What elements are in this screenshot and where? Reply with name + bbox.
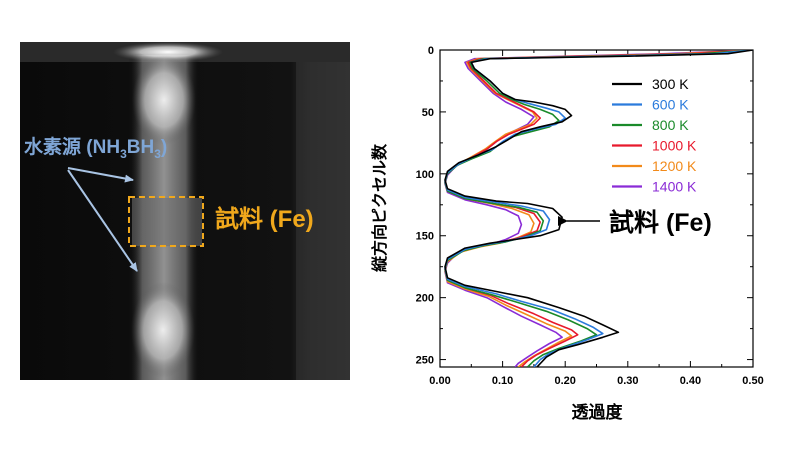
y-tick-label: 250 bbox=[416, 355, 434, 367]
hydrogen-source-lower bbox=[131, 282, 195, 378]
x-tick-labels: 0.00 0.10 0.20 0.30 0.40 0.50 bbox=[429, 375, 763, 387]
hydrogen-arrow-upper bbox=[67, 167, 134, 183]
hydrogen-label-close: ) bbox=[161, 137, 167, 158]
x-tick-label: 0.30 bbox=[617, 375, 638, 387]
hydrogen-source-label: 水素源 (NH3BH3) bbox=[24, 135, 167, 161]
plot-frame bbox=[439, 49, 754, 368]
series-line-1400-k bbox=[444, 50, 753, 367]
hydrogen-label-mid: BH bbox=[127, 137, 154, 158]
legend-label: 1200 K bbox=[652, 158, 697, 174]
x-tick-label: 0.20 bbox=[554, 375, 575, 387]
hydrogen-source-upper bbox=[132, 55, 196, 145]
sample-region bbox=[132, 198, 202, 246]
x-tick-label: 0.50 bbox=[742, 375, 763, 387]
series-line-300-k bbox=[444, 50, 753, 367]
series-line-800-k bbox=[444, 50, 753, 367]
legend: 300 K 600 K 800 K 1000 K 1200 K 1400 K bbox=[612, 76, 697, 195]
sample-label-left: 試料 (Fe) bbox=[215, 205, 314, 233]
legend-label: 300 K bbox=[652, 76, 689, 92]
legend-label: 600 K bbox=[652, 97, 689, 113]
y-axis-label: 縦方向ピクセル数 bbox=[370, 143, 389, 272]
hydrogen-subscript-2: 3 bbox=[154, 147, 161, 161]
y-tick-label: 50 bbox=[422, 107, 434, 119]
hydrogen-arrow-lower bbox=[67, 169, 138, 272]
x-tick-label: 0.10 bbox=[492, 375, 513, 387]
x-tick-label: 0.00 bbox=[429, 375, 450, 387]
x-axis-label: 透過度 bbox=[572, 402, 624, 423]
legend-label: 1400 K bbox=[652, 179, 697, 195]
radiograph-top-glow bbox=[113, 42, 223, 62]
sample-annotation: 試料 (Fe) bbox=[609, 208, 712, 237]
y-tick-label: 100 bbox=[416, 169, 434, 181]
x-tick-label: 0.40 bbox=[680, 375, 701, 387]
axis-ticks bbox=[439, 49, 754, 367]
y-tick-label: 150 bbox=[416, 231, 434, 243]
hydrogen-subscript-1: 3 bbox=[120, 147, 127, 161]
series-lines bbox=[444, 50, 753, 367]
transmittance-chart: 0.00 0.10 0.20 0.30 0.40 0.50 0 50 100 150 200 250… bbox=[370, 45, 764, 423]
legend-label: 1000 K bbox=[652, 138, 697, 154]
y-tick-labels: 0 50 100 150 200 250 bbox=[416, 45, 434, 367]
y-tick-label: 200 bbox=[416, 293, 434, 305]
y-tick-label: 0 bbox=[428, 45, 434, 57]
radiograph-image bbox=[20, 42, 350, 380]
legend-label: 800 K bbox=[652, 117, 689, 133]
radiograph-right-edge bbox=[296, 62, 350, 380]
sample-highlight-box bbox=[128, 196, 204, 247]
